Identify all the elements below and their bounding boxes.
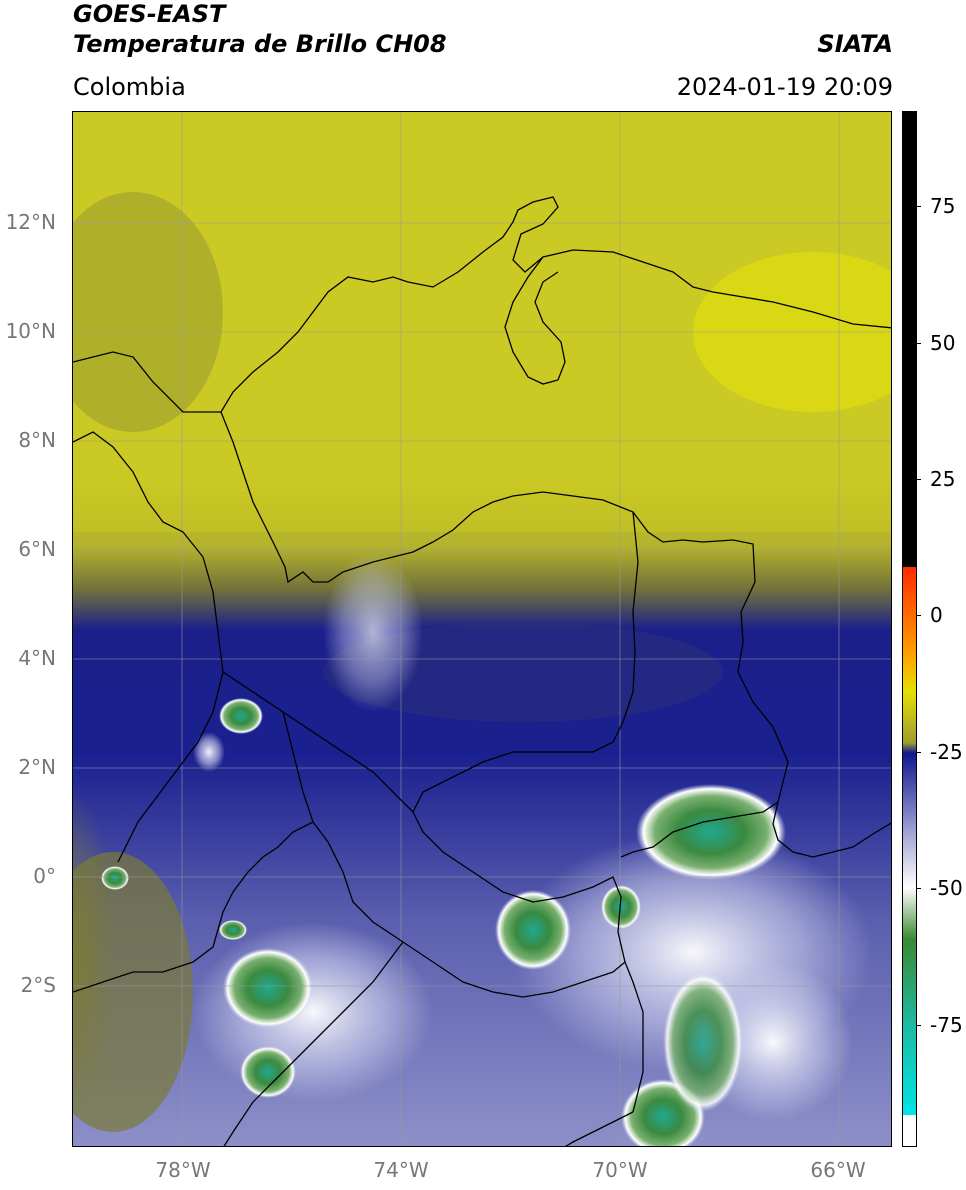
timestamp-label: 2024-01-19 20:09: [676, 73, 893, 101]
lat-label-4n: 4°N: [18, 646, 56, 670]
satellite-image: [73, 112, 891, 1146]
colorbar-tick-0: [916, 615, 921, 616]
colorbar-label-25: 25: [930, 467, 956, 491]
source-label: SIATA: [817, 30, 893, 58]
lon-label-70w: 70°W: [592, 1158, 648, 1182]
lon-label-66w: 66°W: [810, 1158, 866, 1182]
colorbar: [902, 111, 917, 1147]
title-line-1: GOES-EAST: [73, 0, 226, 28]
coastlines-borders: [73, 196, 891, 1146]
colorbar-label-minus25: -25: [930, 740, 963, 764]
colorbar-label-75: 75: [930, 194, 956, 218]
title-line-2: Temperatura de Brillo CH08: [73, 30, 447, 58]
lat-label-2n: 2°N: [18, 755, 56, 779]
lat-label-8n: 8°N: [18, 428, 56, 452]
colorbar-tick-minus75: [916, 1025, 921, 1026]
colorbar-label-50: 50: [930, 331, 956, 355]
region-label: Colombia: [73, 73, 186, 101]
grid-lines: [73, 112, 891, 1146]
colorbar-label-0: 0: [930, 603, 943, 627]
colorbar-label-minus50: -50: [930, 876, 963, 900]
lon-label-74w: 74°W: [373, 1158, 429, 1182]
colorbar-tick-50: [916, 343, 921, 344]
colorbar-tick-75: [916, 206, 921, 207]
lat-label-12n: 12°N: [5, 210, 56, 234]
map-panel[interactable]: [72, 111, 892, 1147]
lon-label-78w: 78°W: [155, 1158, 211, 1182]
colorbar-tick-minus50: [916, 888, 921, 889]
lat-label-10n: 10°N: [5, 319, 56, 343]
lat-label-0: 0°: [33, 864, 56, 888]
lat-label-6n: 6°N: [18, 537, 56, 561]
convective-cells: [101, 698, 786, 1146]
colorbar-tick-minus25: [916, 752, 921, 753]
colorbar-tick-25: [916, 479, 921, 480]
colorbar-label-minus75: -75: [930, 1013, 963, 1037]
lat-label-2s: 2°S: [20, 973, 56, 997]
